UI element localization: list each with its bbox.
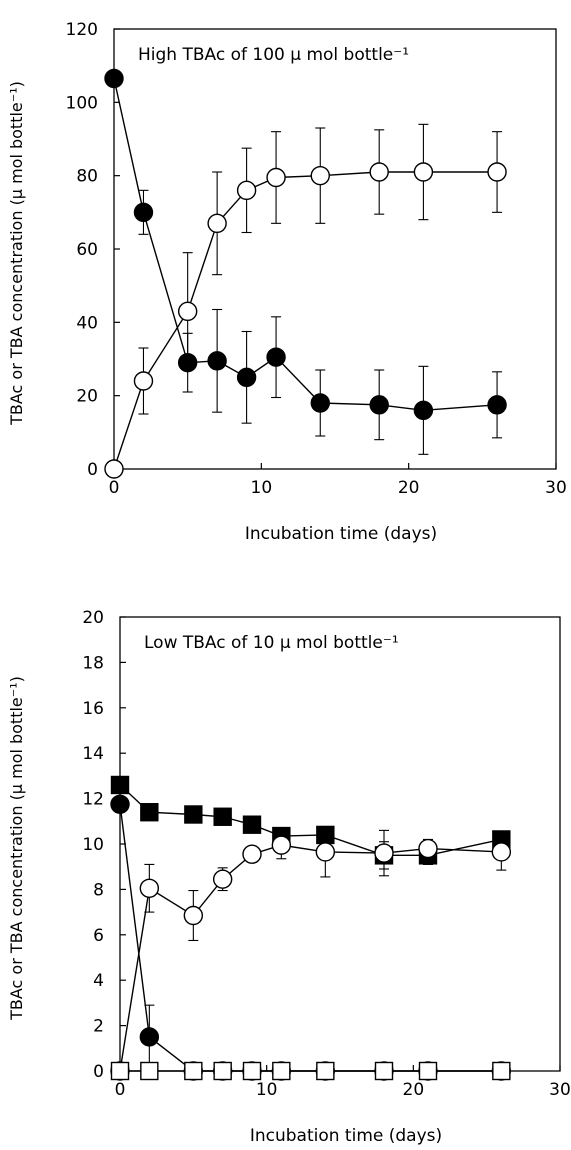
- data-point: [369, 395, 389, 415]
- data-point: [207, 351, 227, 371]
- y-tick-label: 2: [93, 1017, 104, 1037]
- y-tick-label: 12: [82, 790, 104, 810]
- y-tick-label: 16: [82, 699, 104, 719]
- data-point: [492, 1061, 511, 1081]
- data-point: [183, 905, 204, 926]
- y-tick-label: 80: [76, 167, 98, 187]
- panel-low-tbac: 0 10 20 30 0 2 4 6 8 10 12 14 16 18 20 Incubation time …: [7, 608, 571, 1146]
- data-point: [374, 843, 394, 863]
- x-tick-label: 30: [545, 478, 567, 498]
- data-point: [242, 815, 262, 834]
- data-point: [184, 805, 203, 824]
- y-tick-label: 4: [93, 971, 104, 991]
- data-point: [236, 367, 257, 388]
- data-point: [140, 803, 159, 822]
- data-point: [104, 68, 124, 89]
- y-tick-label: 40: [76, 313, 98, 333]
- y-axis-title: TBAc or TBA concentration (μ mol bottle⁻…: [7, 676, 26, 1021]
- x-tick-label: 0: [115, 1080, 126, 1100]
- data-point: [139, 878, 160, 898]
- y-tick-label: 100: [66, 93, 98, 113]
- x-tick-label: 10: [256, 1080, 278, 1100]
- data-point: [272, 1061, 291, 1081]
- y-tick-label: 10: [82, 835, 104, 855]
- y-tick-label: 8: [93, 880, 104, 900]
- series-line: [113, 171, 498, 470]
- series-line: [113, 78, 498, 412]
- data-point: [487, 162, 507, 182]
- data-point: [374, 1061, 394, 1081]
- data-point: [139, 1027, 160, 1047]
- series-line: [119, 804, 502, 1072]
- data-point: [236, 180, 257, 201]
- data-point: [110, 775, 130, 795]
- series-open-circle: [110, 826, 512, 1081]
- y-tick-label: 120: [66, 20, 98, 40]
- y-tick-label: 20: [76, 387, 98, 407]
- y-tick-label: 0: [93, 1062, 104, 1082]
- x-tick-label: 20: [398, 478, 420, 498]
- data-point: [213, 1061, 232, 1081]
- data-point: [110, 1061, 130, 1081]
- panel-high-tbac: 0 10 20 30 0 20 40 60 80 100 120 Incubation time (d…: [7, 20, 567, 544]
- data-point: [266, 167, 286, 188]
- x-tick-label: 10: [251, 478, 273, 498]
- data-point: [413, 400, 434, 421]
- series-open-square: [110, 1061, 511, 1081]
- data-point: [104, 459, 124, 479]
- data-point: [242, 844, 262, 864]
- data-point: [207, 213, 227, 234]
- data-point: [242, 1061, 262, 1081]
- series-line: [119, 844, 502, 1072]
- data-point: [413, 162, 434, 182]
- x-tick-label: 20: [403, 1080, 425, 1100]
- data-point: [212, 869, 233, 889]
- y-tick-label: 60: [76, 240, 98, 260]
- y-tick-label: 0: [87, 460, 98, 480]
- data-point: [213, 807, 232, 826]
- data-point: [316, 1061, 335, 1081]
- x-tick-label: 30: [549, 1080, 571, 1100]
- data-point: [310, 165, 330, 186]
- data-point: [418, 1061, 438, 1081]
- panel-title: Low TBAc of 10 μ mol bottle⁻¹: [144, 633, 399, 653]
- data-point: [491, 842, 512, 862]
- data-point: [133, 371, 154, 391]
- y-tick-label: 20: [82, 608, 104, 628]
- series-filled-circle: [110, 794, 512, 1081]
- series-filled-circle: [104, 68, 507, 455]
- series-open-circle: [104, 123, 507, 479]
- data-point: [184, 1061, 203, 1081]
- series-line: [119, 784, 502, 857]
- x-tick-label: 0: [109, 478, 120, 498]
- data-point: [315, 842, 336, 862]
- data-point: [177, 301, 198, 322]
- data-point: [266, 347, 286, 367]
- data-point: [418, 838, 438, 859]
- panel-title: High TBAc of 100 μ mol bottle⁻¹: [138, 45, 409, 65]
- data-point: [133, 202, 154, 223]
- data-point: [140, 1061, 159, 1081]
- data-point: [487, 395, 507, 415]
- data-point: [369, 162, 389, 182]
- data-point: [310, 393, 330, 413]
- data-point: [271, 835, 292, 855]
- y-tick-label: 6: [93, 926, 104, 946]
- y-tick-label: 14: [82, 744, 104, 764]
- x-axis-title: Incubation time (days): [245, 524, 437, 544]
- x-axis-title: Incubation time (days): [250, 1126, 442, 1146]
- y-axis-title: TBAc or TBA concentration (μ mol bottle⁻…: [7, 81, 26, 426]
- y-tick-label: 18: [82, 653, 104, 673]
- series-filled-square: [110, 775, 511, 870]
- data-point: [110, 794, 130, 814]
